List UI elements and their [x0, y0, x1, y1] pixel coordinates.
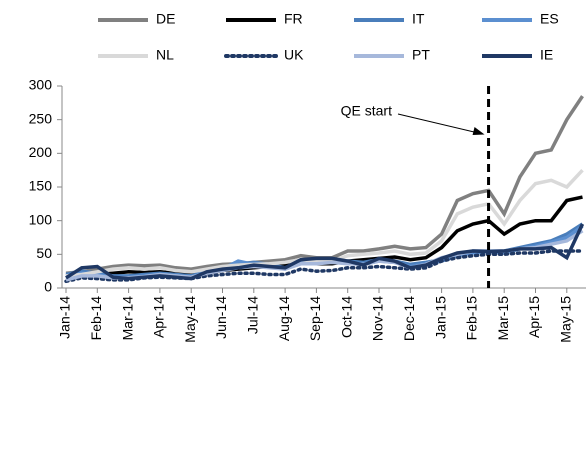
series-line: [65, 169, 584, 278]
x-tick-label: Mar-14: [119, 296, 135, 341]
series-line: [65, 223, 585, 281]
x-tick-label: Jul-14: [245, 296, 261, 334]
legend-label: FR: [284, 11, 303, 27]
y-tick-label: 50: [36, 245, 52, 261]
legend-label: PT: [412, 47, 430, 63]
x-tick-label: Jan-15: [432, 296, 448, 339]
y-tick-label: 0: [44, 279, 52, 295]
legend-label: NL: [156, 47, 174, 63]
y-tick-label: 250: [29, 110, 53, 126]
legend-label: IE: [540, 47, 553, 63]
x-tick-label: Mar-15: [495, 296, 511, 341]
arrow-head: [472, 127, 485, 135]
x-tick-label: May-15: [558, 296, 574, 343]
x-tick-label: Jun-14: [213, 296, 229, 339]
x-tick-label: May-14: [182, 296, 198, 343]
y-tick-label: 100: [29, 211, 53, 227]
legend-label: ES: [540, 11, 559, 27]
x-tick-label: Dec-14: [401, 296, 417, 341]
x-tick-label: Jan-14: [57, 296, 73, 339]
y-tick-label: 200: [29, 144, 53, 160]
x-tick-label: Apr-15: [526, 296, 542, 338]
y-tick-label: 300: [29, 77, 53, 93]
legend-label: IT: [412, 11, 425, 27]
legend-label: DE: [156, 11, 175, 27]
x-tick-label: Oct-14: [338, 296, 354, 338]
x-tick-label: Nov-14: [370, 296, 386, 341]
x-tick-label: Sep-14: [307, 296, 323, 341]
x-tick-label: Apr-14: [151, 296, 167, 338]
legend-label: UK: [284, 47, 304, 63]
annotation-label: QE start: [341, 103, 392, 119]
x-tick-label: Feb-15: [464, 296, 480, 341]
annotation-arrow: [397, 113, 483, 135]
x-tick-label: Aug-14: [276, 296, 292, 341]
series-line: [65, 95, 584, 275]
x-tick-label: Feb-14: [88, 296, 104, 341]
y-tick-label: 150: [29, 178, 53, 194]
